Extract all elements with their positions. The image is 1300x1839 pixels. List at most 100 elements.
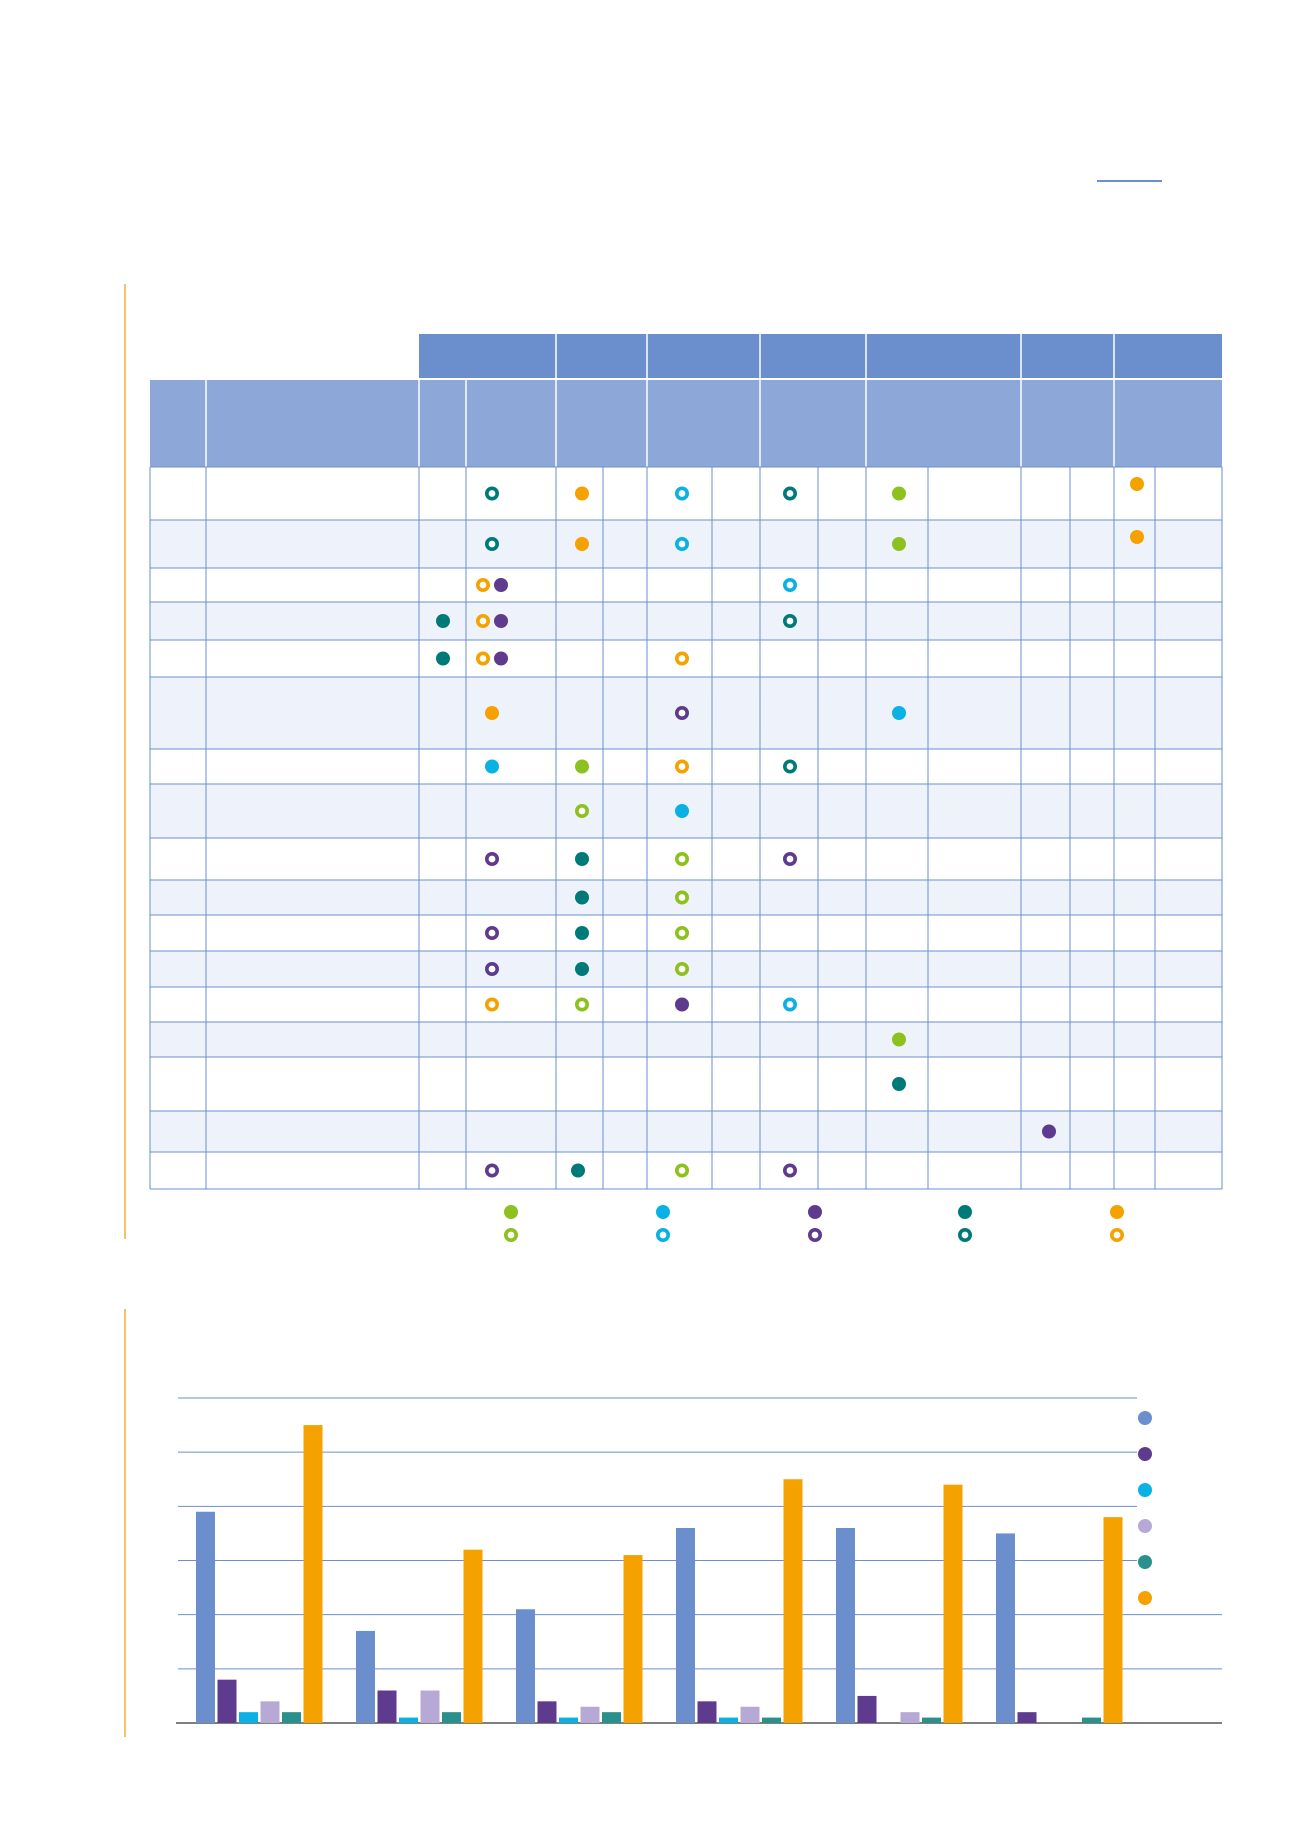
legend-dot-ring bbox=[807, 1228, 822, 1243]
matrix-dot bbox=[674, 925, 689, 940]
matrix-dot bbox=[575, 759, 589, 774]
legend-dot-ring bbox=[957, 1228, 972, 1243]
matrix-dot bbox=[574, 997, 589, 1012]
table-row-band bbox=[150, 1022, 1222, 1057]
chart-bar bbox=[303, 1425, 323, 1723]
chart-bar bbox=[1017, 1712, 1037, 1723]
chart-bar bbox=[356, 1630, 375, 1723]
chart-legend-marker bbox=[1138, 1411, 1152, 1425]
matrix-dot bbox=[475, 577, 490, 592]
matrix-dot bbox=[494, 578, 508, 592]
legend-dot-filled bbox=[504, 1205, 518, 1219]
matrix-dot bbox=[484, 925, 499, 940]
matrix-dot bbox=[571, 1163, 585, 1178]
matrix-dot bbox=[674, 1163, 689, 1178]
section-accent-line-top bbox=[124, 284, 126, 1239]
matrix-dot bbox=[485, 706, 499, 720]
chart-legend-marker bbox=[1138, 1483, 1152, 1497]
legend-dot-ring bbox=[503, 1228, 518, 1243]
legend-dot-filled bbox=[1110, 1205, 1124, 1219]
chart-bar bbox=[836, 1528, 855, 1723]
matrix-dot bbox=[575, 890, 589, 905]
section-accent-line-bottom bbox=[124, 1309, 126, 1737]
matrix-dot bbox=[674, 851, 689, 866]
matrix-dot bbox=[782, 851, 797, 866]
matrix-dot bbox=[1130, 530, 1144, 544]
chart-bar bbox=[996, 1533, 1015, 1723]
matrix-dot bbox=[782, 613, 797, 628]
matrix-dot bbox=[575, 926, 589, 940]
matrix-dot bbox=[436, 651, 450, 666]
chart-bar bbox=[922, 1717, 941, 1723]
chart-bar bbox=[623, 1555, 643, 1723]
matrix-dot bbox=[674, 486, 689, 501]
matrix-dot bbox=[575, 962, 589, 976]
matrix-dot bbox=[782, 1163, 797, 1178]
chart-legend-marker bbox=[1138, 1447, 1152, 1461]
chart-legend-marker bbox=[1138, 1519, 1152, 1533]
chart-bar bbox=[420, 1690, 440, 1723]
group-header-bar bbox=[419, 334, 1222, 378]
matrix-dot bbox=[782, 997, 797, 1012]
chart-bar bbox=[740, 1706, 760, 1723]
chart-bar bbox=[783, 1479, 803, 1723]
matrix-dot bbox=[782, 577, 797, 592]
matrix-dot bbox=[494, 651, 508, 666]
legend-dot-ring bbox=[655, 1228, 670, 1243]
matrix-dot bbox=[574, 803, 589, 818]
matrix-dot bbox=[484, 536, 499, 551]
matrix-dot bbox=[484, 961, 499, 976]
matrix-dot bbox=[1130, 477, 1144, 491]
matrix-dot bbox=[1042, 1124, 1056, 1139]
chart-bar bbox=[239, 1712, 258, 1723]
matrix-dot bbox=[484, 486, 499, 501]
matrix-dot bbox=[484, 851, 499, 866]
chart-bar bbox=[762, 1717, 781, 1723]
matrix-dot bbox=[484, 997, 499, 1012]
chart-bar bbox=[697, 1701, 717, 1723]
chart-legend-marker bbox=[1138, 1591, 1152, 1605]
matrix-dot bbox=[575, 852, 589, 866]
chart-bar bbox=[900, 1712, 920, 1723]
chart-bar bbox=[559, 1717, 578, 1723]
matrix-dot bbox=[436, 614, 450, 628]
matrix-dot bbox=[674, 651, 689, 666]
chart-bar bbox=[196, 1511, 215, 1723]
legend-dot-filled bbox=[958, 1205, 972, 1219]
matrix-dot bbox=[575, 537, 589, 551]
matrix-dot bbox=[782, 759, 797, 774]
matrix-dot bbox=[674, 759, 689, 774]
chart-bar bbox=[602, 1712, 621, 1723]
chart-bar bbox=[580, 1706, 600, 1723]
legend-dot-filled bbox=[656, 1205, 670, 1219]
matrix-dot bbox=[494, 614, 508, 628]
chart-bar bbox=[857, 1695, 877, 1723]
chart-bar bbox=[516, 1609, 535, 1723]
matrix-dot bbox=[475, 613, 490, 628]
legend-dot-filled bbox=[808, 1205, 822, 1219]
matrix-dot bbox=[674, 961, 689, 976]
matrix-dot bbox=[892, 486, 906, 501]
matrix-dot bbox=[674, 705, 689, 720]
table-row-band bbox=[150, 602, 1222, 640]
chart-bar bbox=[442, 1712, 461, 1723]
matrix-dot bbox=[575, 486, 589, 501]
column-header-bar bbox=[150, 380, 1222, 467]
chart-bar bbox=[217, 1679, 237, 1723]
legend-dot-ring bbox=[1110, 1228, 1125, 1243]
matrix-dot bbox=[674, 536, 689, 551]
matrix-dot bbox=[892, 537, 906, 551]
header-accent-rule bbox=[1097, 180, 1162, 182]
chart-bar bbox=[943, 1484, 963, 1723]
chart-legend-marker bbox=[1138, 1555, 1152, 1569]
matrix-dot bbox=[475, 651, 490, 666]
chart-bar bbox=[463, 1549, 483, 1723]
chart-bar bbox=[676, 1528, 695, 1723]
matrix-dot bbox=[892, 706, 906, 720]
matrix-dot bbox=[485, 759, 499, 774]
matrix-dot bbox=[675, 804, 689, 818]
matrix-dot bbox=[892, 1077, 906, 1091]
dot-matrix-table bbox=[149, 334, 1223, 1243]
chart-bar bbox=[1082, 1717, 1101, 1723]
